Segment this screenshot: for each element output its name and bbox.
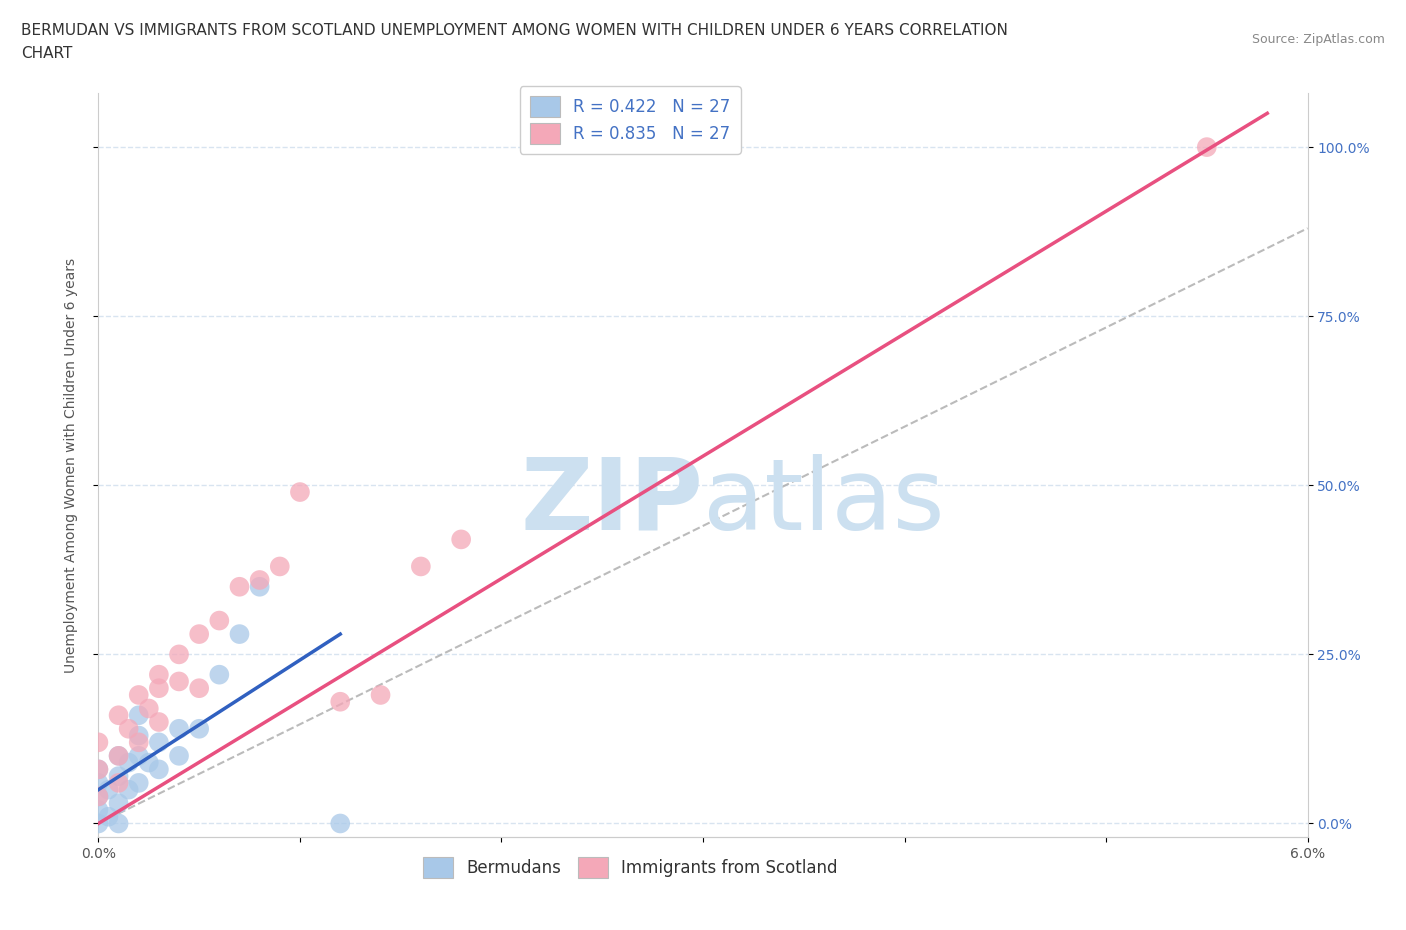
Point xyxy=(87,789,110,804)
Point xyxy=(148,714,170,729)
Point xyxy=(148,667,170,682)
Point xyxy=(107,769,129,784)
Point xyxy=(1195,140,1218,154)
Point xyxy=(329,695,352,710)
Point xyxy=(128,687,150,702)
Point xyxy=(128,728,150,743)
Point xyxy=(107,776,129,790)
Point xyxy=(208,667,231,682)
Point xyxy=(87,735,110,750)
Point xyxy=(87,816,110,830)
Point xyxy=(138,701,160,716)
Point xyxy=(128,776,150,790)
Point xyxy=(107,749,129,764)
Point xyxy=(118,782,141,797)
Point xyxy=(167,749,190,764)
Point xyxy=(148,681,170,696)
Text: ZIP: ZIP xyxy=(520,454,703,551)
Point xyxy=(97,782,120,797)
Text: BERMUDAN VS IMMIGRANTS FROM SCOTLAND UNEMPLOYMENT AMONG WOMEN WITH CHILDREN UNDE: BERMUDAN VS IMMIGRANTS FROM SCOTLAND UNE… xyxy=(21,23,1008,38)
Point xyxy=(87,803,110,817)
Point xyxy=(288,485,311,499)
Point xyxy=(208,613,231,628)
Point xyxy=(128,749,150,764)
Point xyxy=(329,816,352,830)
Point xyxy=(148,735,170,750)
Point xyxy=(97,809,120,824)
Y-axis label: Unemployment Among Women with Children Under 6 years: Unemployment Among Women with Children U… xyxy=(63,258,77,672)
Point xyxy=(188,722,211,737)
Point xyxy=(188,681,211,696)
Point xyxy=(87,789,110,804)
Point xyxy=(188,627,211,642)
Point xyxy=(249,579,271,594)
Point xyxy=(269,559,291,574)
Point xyxy=(128,735,150,750)
Point xyxy=(107,796,129,811)
Point xyxy=(107,708,129,723)
Point xyxy=(138,755,160,770)
Point xyxy=(249,573,271,588)
Point xyxy=(118,722,141,737)
Point xyxy=(167,722,190,737)
Point xyxy=(228,579,250,594)
Point xyxy=(87,762,110,777)
Legend: Bermudans, Immigrants from Scotland: Bermudans, Immigrants from Scotland xyxy=(416,851,845,884)
Text: atlas: atlas xyxy=(703,454,945,551)
Point xyxy=(128,708,150,723)
Point xyxy=(228,627,250,642)
Point xyxy=(148,762,170,777)
Point xyxy=(167,647,190,662)
Point xyxy=(87,762,110,777)
Point xyxy=(450,532,472,547)
Text: Source: ZipAtlas.com: Source: ZipAtlas.com xyxy=(1251,33,1385,46)
Point xyxy=(107,749,129,764)
Point xyxy=(107,816,129,830)
Point xyxy=(167,674,190,689)
Text: CHART: CHART xyxy=(21,46,73,61)
Point xyxy=(409,559,432,574)
Point xyxy=(87,776,110,790)
Point xyxy=(370,687,392,702)
Point xyxy=(118,755,141,770)
